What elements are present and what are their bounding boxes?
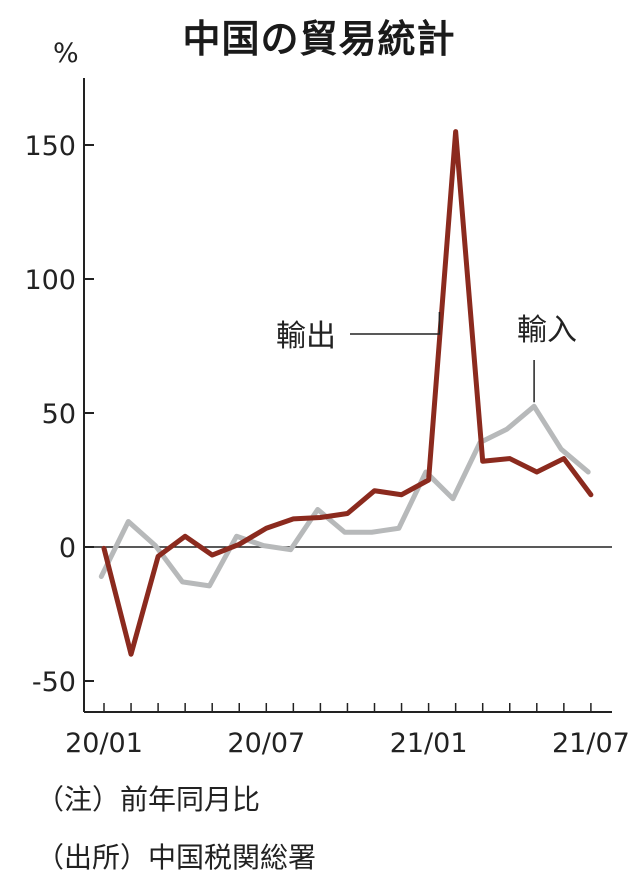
y-tick-label: 50	[42, 399, 76, 430]
y-tick-label: -50	[32, 667, 76, 698]
x-tick-label: 21/01	[390, 728, 468, 759]
y-axis-unit-label: %	[53, 38, 79, 69]
annotation-layer: 輸出 輸入	[276, 312, 577, 403]
y-tick-label: 150	[24, 131, 76, 162]
y-axis-ticks: 150 100 50 0 -50	[24, 131, 94, 698]
y-tick-label: 100	[24, 265, 76, 296]
chart-title: 中国の貿易統計	[182, 17, 456, 61]
note-source: （出所）中国税関総署	[36, 841, 317, 874]
series-line-import	[98, 403, 591, 589]
x-tick-label: 20/01	[65, 728, 143, 759]
x-tick-label: 21/07	[552, 728, 630, 759]
export-leader-line	[350, 312, 441, 335]
import-annotation: 輸入	[517, 313, 577, 348]
export-annotation: 輸出	[276, 319, 336, 354]
chart-axes: %	[53, 38, 612, 713]
x-tick-label: 20/07	[227, 728, 305, 759]
y-tick-label: 0	[59, 533, 76, 564]
x-axis-ticks: 20/01 20/07 21/01 21/07	[65, 703, 630, 759]
series-layer	[98, 129, 594, 657]
note-yoy: （注）前年同月比	[36, 783, 261, 816]
series-line-export	[101, 129, 594, 657]
